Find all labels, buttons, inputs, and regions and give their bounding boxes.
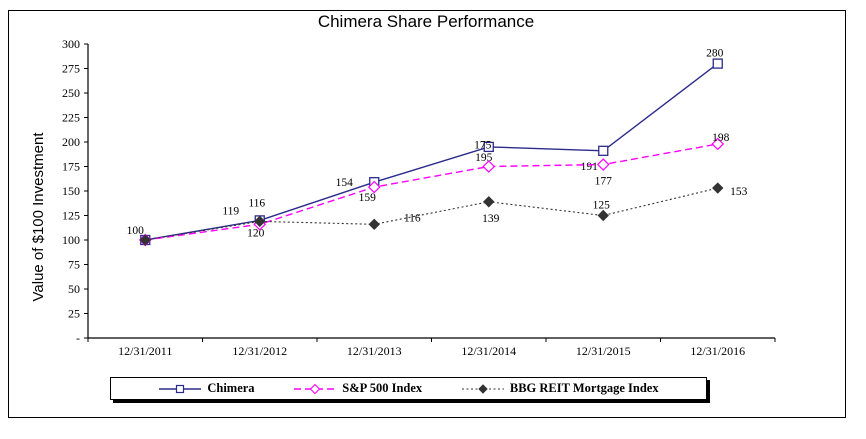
- y-tick-label: 300: [62, 37, 80, 51]
- y-tick-label: 100: [62, 233, 80, 247]
- y-tick-label: -: [76, 331, 80, 345]
- legend-item-s-p-500-index: S&P 500 Index: [293, 381, 422, 396]
- x-tick-label: 12/31/2012: [232, 344, 287, 358]
- x-tick-label: 12/31/2013: [347, 344, 402, 358]
- y-tick-label: 250: [62, 86, 80, 100]
- y-tick-label: 125: [62, 209, 80, 223]
- data-label: 280: [706, 48, 724, 60]
- y-tick-label: 50: [68, 282, 80, 296]
- chart-title: Chimera Share Performance: [317, 12, 535, 31]
- legend-item-bbg-reit-mortgage-index: BBG REIT Mortgage Index: [461, 381, 659, 396]
- y-tick-label: 175: [62, 160, 80, 174]
- data-label: 159: [359, 192, 377, 204]
- series-bbg-reit-mortgage-index: 119 116 139 125 153: [139, 182, 748, 246]
- data-label: 177: [595, 176, 613, 188]
- x-tick-label: 12/31/2015: [576, 344, 631, 358]
- legend-marker: [176, 384, 185, 393]
- data-label: 116: [404, 212, 421, 224]
- y-tick-label: 150: [62, 184, 80, 198]
- legend-label-bbg-reit-mortgage-index: BBG REIT Mortgage Index: [509, 381, 659, 395]
- x-tick-label: 12/31/2016: [690, 344, 745, 358]
- data-label: 100: [127, 225, 145, 237]
- data-label: 120: [247, 227, 265, 239]
- series-s-p-500-index: 116 154 175 177 198: [138, 132, 730, 247]
- marker-diamond-filled: [254, 215, 266, 228]
- marker-square: [483, 141, 494, 153]
- y-tick-label: 200: [62, 135, 80, 149]
- x-tick-label: 12/31/2011: [118, 344, 172, 358]
- marker-diamond-filled: [139, 234, 151, 246]
- marker-diamond-filled: [368, 218, 380, 231]
- series-line-chimera: [145, 63, 719, 241]
- data-label: 175: [474, 140, 492, 152]
- data-label: 191: [581, 161, 599, 173]
- data-label: 198: [712, 132, 730, 144]
- data-label: 154: [336, 177, 354, 189]
- series-line-bbg-reit-mortgage-index: [145, 187, 718, 241]
- data-label: 139: [482, 213, 500, 225]
- marker-square: [598, 145, 609, 156]
- marker-diamond-open: [482, 160, 496, 173]
- data-label: 153: [730, 186, 748, 198]
- y-tick-label: 275: [62, 62, 80, 76]
- legend-label-s-p-500-index: S&P 500 Index: [342, 381, 423, 395]
- data-label: 119: [222, 205, 239, 217]
- y-tick-label: 75: [68, 258, 80, 272]
- legend-swatch-bbg-reit-mortgage-index: [461, 383, 504, 394]
- legend-swatch-chimera: [159, 384, 202, 393]
- marker-square: [712, 58, 723, 69]
- legend-marker: [478, 383, 488, 394]
- x-tick-label: 12/31/2014: [461, 344, 516, 358]
- data-label: 116: [248, 197, 265, 209]
- legend-label-chimera: Chimera: [207, 381, 255, 395]
- marker-diamond-open: [596, 158, 610, 171]
- legend-swatch-s-p-500-index: [294, 383, 337, 394]
- marker-diamond-open: [367, 180, 381, 194]
- y-tick-label: 25: [68, 307, 80, 321]
- marker-diamond-filled: [712, 182, 724, 194]
- marker-diamond-filled: [597, 209, 609, 222]
- chart-legend: Chimera S&P 500 Index BBG REIT Mortgage In…: [110, 377, 707, 400]
- legend-marker: [309, 383, 321, 394]
- marker-diamond-open: [711, 137, 725, 151]
- series-line-s-p-500-index: [145, 143, 718, 241]
- y-tick-label: 225: [62, 111, 80, 125]
- data-label: 125: [593, 200, 611, 212]
- legend-item-chimera: Chimera: [158, 381, 255, 396]
- marker-diamond-filled: [483, 196, 495, 208]
